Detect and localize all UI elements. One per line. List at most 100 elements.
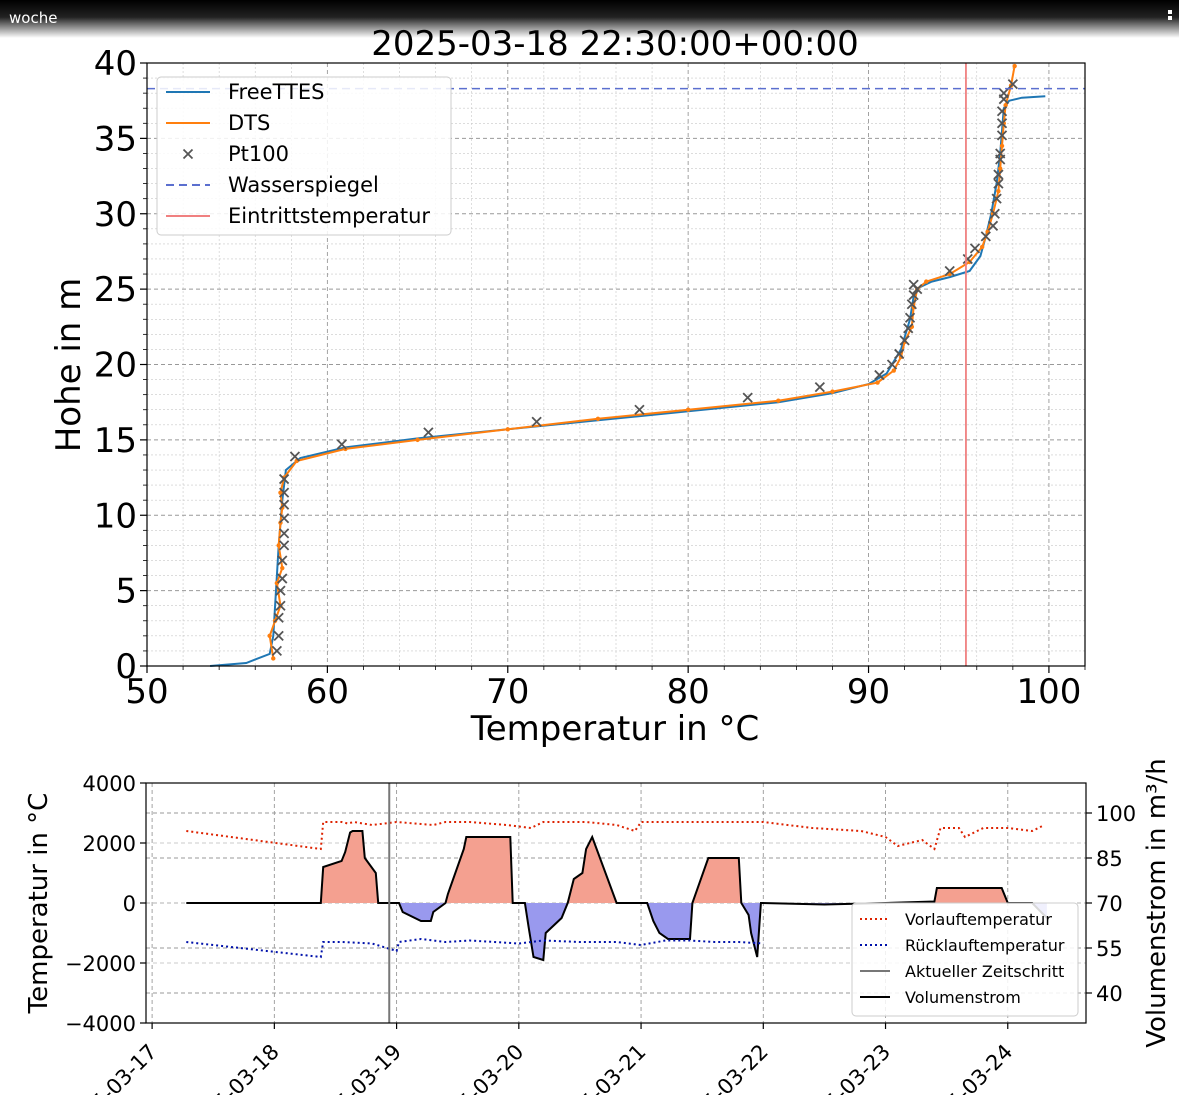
pt100-marker [278,528,290,539]
chart-title: 2025-03-18 22:30:00+00:00 [371,24,859,64]
pt100-marker [275,585,286,596]
dts-marker [505,427,510,432]
pt100-marker [993,169,1004,180]
dts-marker [595,416,601,421]
y-tick-label: 40 [94,44,137,84]
pt100-marker [742,392,753,403]
dts-marker [280,565,285,571]
pt100-marker [991,193,1002,204]
y-axis-label: Hohe in m [49,278,89,453]
pt100-marker [814,381,825,393]
profile-chart: 2025-03-18 22:30:00+00:00 50 60 70 80 90 100 0… [49,24,1086,749]
legend-label: DTS [228,111,270,135]
dts-marker [415,437,420,443]
pt100-marker [906,299,917,310]
window-title: woche [9,9,58,27]
pt100-marker [336,439,347,450]
pt100-marker [278,499,290,510]
window-title-bar: woche [0,0,1179,38]
pt100-marker [278,473,290,485]
legend-label: Aktueller Zeitschritt [905,962,1064,981]
y2-tick-label: 40 [1096,982,1123,1006]
axes: 50 60 70 80 90 100 0 5 10 15 20 25 30 35 40 [94,44,1086,712]
legend: FreeTTES DTS Pt100 Wasserspiegel Eintrittste… [156,76,452,236]
dts-marker [278,490,283,495]
pt100-marker [904,312,916,323]
y-tick-label: 35 [94,119,137,159]
legend-label: Vorlauftemperatur [905,910,1052,929]
pt100-marker [894,348,905,360]
pt100-marker [278,540,290,551]
legend-box [156,76,452,236]
pt100-marker [903,323,914,334]
legend-swatch [182,148,194,160]
volumenstrom-line [186,830,1048,962]
pt100-marker [886,359,898,370]
y2-tick-label: 70 [1096,892,1123,916]
legend-box [851,902,1079,1017]
x-tick-label: 2025-03-24 [914,1040,1017,1095]
x-tick-label: 80 [667,672,710,712]
pt100-marker [998,88,1009,99]
pt100-marker [987,220,999,231]
pt100-marker [423,427,434,438]
pt100-marker [969,243,981,254]
legend-label: Wasserspiegel [228,173,379,197]
x-tick-label: 90 [847,672,890,712]
pt100-marker [275,600,286,611]
pt100-marker [277,573,288,584]
dts-marker [267,633,272,639]
y-tick-label: 20 [94,346,137,386]
pt100-marker [289,451,301,462]
pt100-marker [1007,78,1018,90]
dts-marker [830,389,835,394]
dts-marker [1003,103,1008,108]
y-tick-label: 0 [123,892,136,916]
x-tick-label: 2025-03-18 [181,1040,284,1095]
y-tick-label: −2000 [65,952,136,976]
legend: Vorlauftemperatur Rücklauftemperatur Aktue… [851,902,1079,1017]
pt100-marker [996,118,1008,129]
dts-marker [776,398,781,403]
y-tick-label: 2000 [83,832,136,856]
y2-tick-label: 55 [1096,937,1123,961]
pt100-marker [908,290,919,301]
y-tick-label: 30 [94,195,137,235]
vorlauf-line [186,820,1045,851]
x-tick-label: 60 [306,672,349,712]
pt100-marker [899,335,910,346]
dts-marker [1012,63,1017,69]
dts-marker [276,543,281,548]
x-tick-label: 2025-03-23 [792,1040,895,1095]
pt100-marker [634,404,645,415]
y-tick-label: 0 [115,647,137,687]
dts-marker [924,279,929,284]
dts-marker [875,380,880,385]
x-tick-label: 2025-03-22 [670,1040,773,1095]
x-tick-label: 2025-03-17 [58,1040,161,1095]
legend-label: Eintrittstemperatur [228,204,430,228]
dts-marker [891,368,896,373]
pt100-marker [278,513,290,524]
legend-label: Rücklauftemperatur [905,936,1065,955]
pt100-marker [989,208,1000,219]
y2-tick-label: 85 [1096,847,1123,871]
y-tick-label: 25 [94,270,137,310]
pt100-marker [962,253,973,265]
y-tick-label: 5 [115,572,137,612]
dts-marker [999,143,1005,149]
dts-marker [271,656,276,661]
y-tick-label: 15 [94,421,137,461]
y-tick-label: 10 [94,496,137,536]
series-group [147,63,1085,667]
pt100-marker [996,130,1008,141]
pt100-marker [874,369,885,381]
window-menu-icon[interactable] [1168,10,1174,26]
y2-axis-label: Volumenstrom in m³/h [1142,758,1172,1048]
x-tick-label: 2025-03-21 [547,1040,650,1095]
y-axis-label: Temperatur in °C [24,793,54,1015]
x-axis-label: Temperatur in °C [470,709,760,749]
legend-label: Volumenstrom [905,988,1021,1007]
pt100-marker [980,231,991,242]
pt100-marker [531,416,542,427]
